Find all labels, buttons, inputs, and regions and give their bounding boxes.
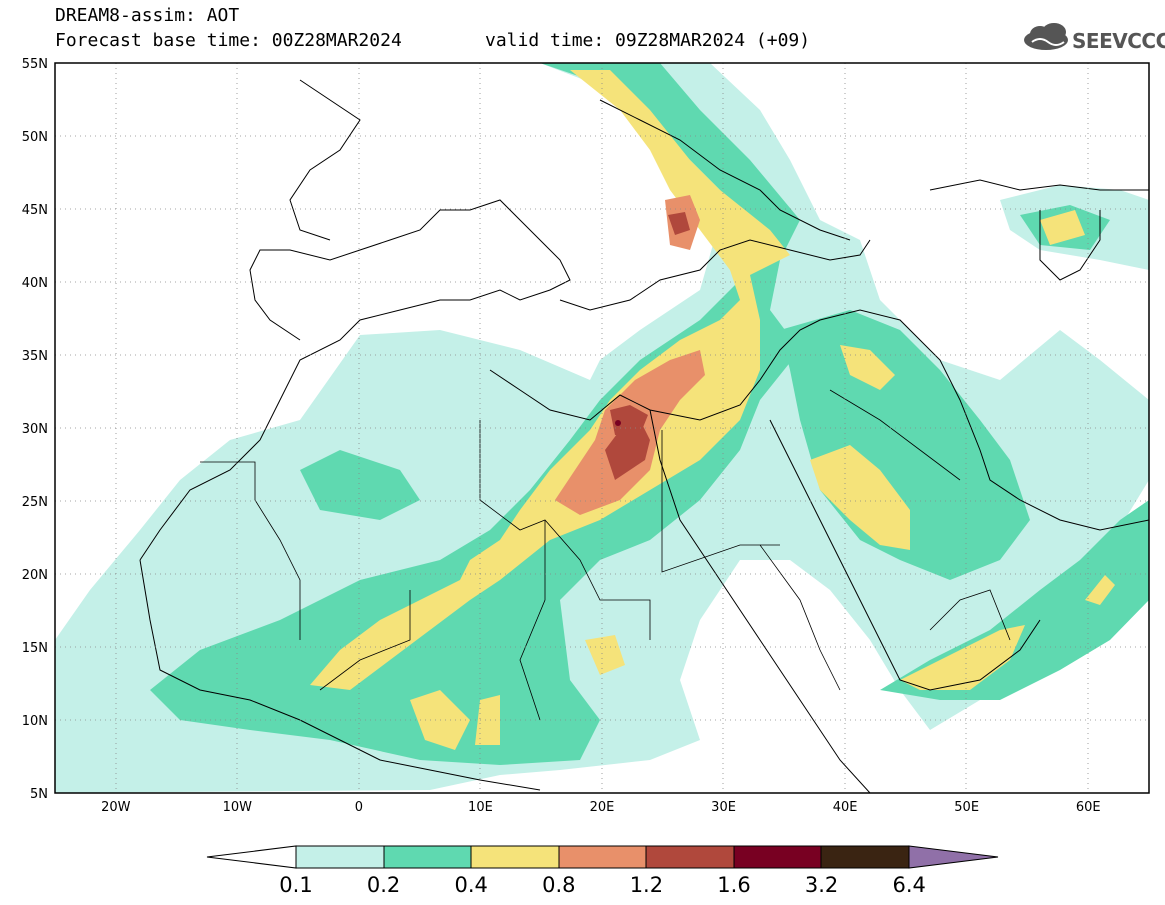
latitude-labels: 55N 50N 45N 40N 35N 30N 25N 20N 15N 10N 5N	[22, 57, 48, 802]
lon-tick-label: 50E	[954, 800, 979, 815]
graticule	[55, 63, 1149, 793]
colorbar-segment-low	[206, 845, 297, 869]
lat-tick-label: 50N	[22, 130, 48, 145]
colorbar-label: 0.4	[454, 873, 487, 897]
lat-tick-label: 35N	[22, 349, 48, 364]
aot-field	[55, 63, 1149, 793]
valid-time: valid time: 09Z28MAR2024 (+09)	[485, 30, 811, 51]
lon-tick-label: 60E	[1076, 800, 1101, 815]
lon-tick-label: 0	[355, 800, 363, 815]
lon-tick-label: 20W	[101, 800, 131, 815]
longitude-labels: 20W 10W 0 10E 20E 30E 40E 50E 60E	[101, 800, 1101, 815]
colorbar-labels: 0.1 0.2 0.4 0.8 1.2 1.6 3.2 6.4	[279, 873, 926, 897]
colorbar-segment-2	[383, 845, 472, 869]
lat-tick-label: 40N	[22, 276, 48, 291]
lat-tick-label: 55N	[22, 57, 48, 72]
lat-tick-label: 20N	[22, 568, 48, 583]
cloud-icon	[1024, 23, 1068, 50]
aot-band-1.2	[605, 212, 690, 480]
colorbar-label: 0.8	[542, 873, 575, 897]
map-title: DREAM8-assim: AOT	[55, 5, 240, 26]
lat-tick-label: 25N	[22, 495, 48, 510]
lon-tick-label: 10W	[223, 800, 253, 815]
colorbar-label: 1.6	[717, 873, 750, 897]
map-frame	[54, 62, 1150, 794]
colorbar-label: 1.2	[630, 873, 663, 897]
colorbar-segment-high	[908, 845, 999, 869]
colorbar-segment-7	[820, 845, 910, 869]
lat-tick-label: 10N	[22, 714, 48, 729]
colorbar-label: 0.1	[279, 873, 312, 897]
lon-tick-label: 10E	[468, 800, 493, 815]
colorbar-segment-3	[470, 845, 560, 869]
colorbar-label: 3.2	[805, 873, 838, 897]
lat-tick-label: 5N	[30, 787, 48, 802]
colorbar-segment-6	[733, 845, 822, 869]
lat-tick-label: 15N	[22, 641, 48, 656]
colorbar-segment-1	[295, 845, 385, 869]
logo-text: SEEVCCC	[1072, 29, 1165, 53]
lat-tick-label: 45N	[22, 203, 48, 218]
colorbar-segment-5	[645, 845, 735, 869]
colorbar-label: 6.4	[892, 873, 925, 897]
aot-band-1.6	[615, 420, 621, 426]
lon-tick-label: 30E	[711, 800, 736, 815]
lat-tick-label: 30N	[22, 422, 48, 437]
lon-tick-label: 20E	[590, 800, 615, 815]
colorbar	[206, 845, 999, 869]
lon-tick-label: 40E	[833, 800, 858, 815]
colorbar-segment-4	[558, 845, 647, 869]
borders	[200, 389, 1011, 721]
seevccc-logo	[1024, 23, 1068, 50]
colorbar-label: 0.2	[367, 873, 400, 897]
forecast-base-time: Forecast base time: 00Z28MAR2024	[55, 30, 402, 51]
